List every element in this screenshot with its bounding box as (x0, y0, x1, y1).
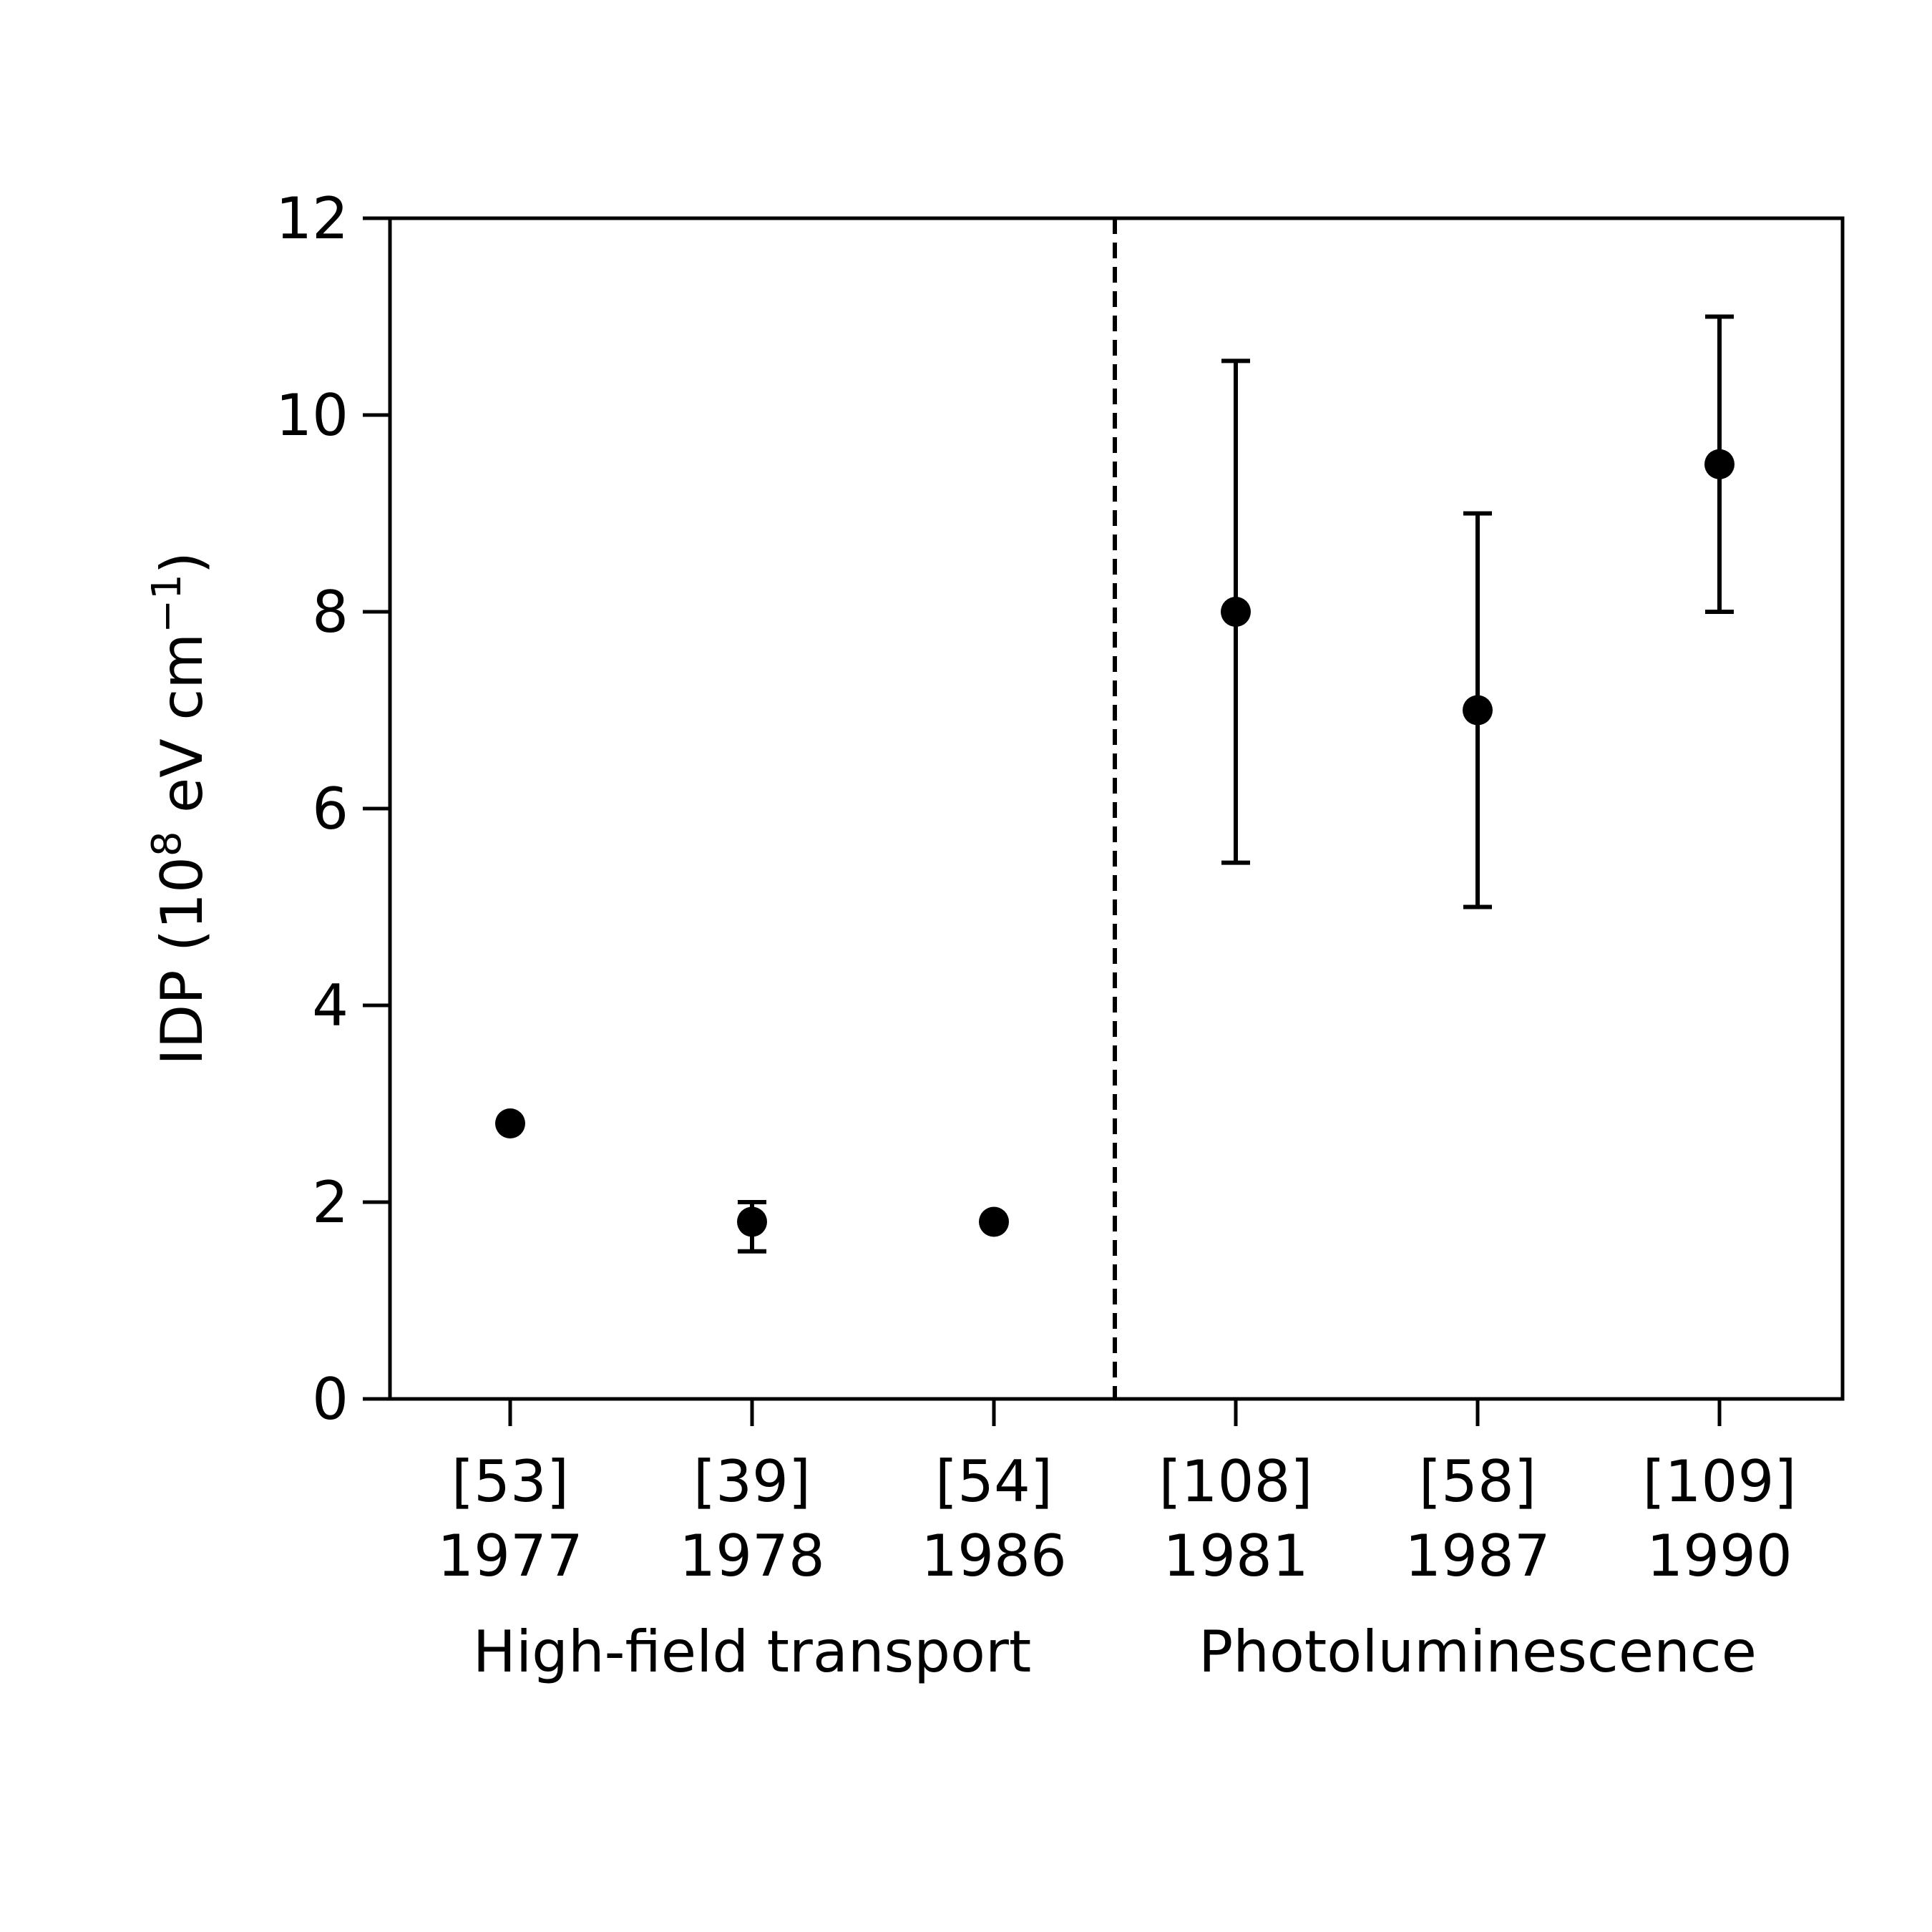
data-point (1221, 597, 1251, 627)
data-point (737, 1206, 767, 1237)
x-tick-label-year: 1990 (1646, 1523, 1792, 1589)
x-tick-label-ref: [53] (452, 1448, 569, 1515)
y-axis-title-suffix: ) (149, 552, 215, 574)
marks-layer (495, 314, 1735, 1254)
group-label: Photoluminescence (1199, 1619, 1757, 1685)
x-tick-label-ref: [39] (693, 1448, 811, 1515)
x-tick-label-year: 1987 (1405, 1523, 1551, 1589)
y-tick-label: 2 (312, 1169, 348, 1236)
data-point (979, 1206, 1009, 1237)
y-axis-title-unit: eV cm (149, 633, 215, 831)
y-axis-title: IDP (108 eV cm−1) (144, 552, 215, 1065)
x-tick-label-ref: [58] (1419, 1448, 1536, 1515)
y-tick-label: 8 (312, 579, 348, 645)
x-tick-label-year: 1986 (921, 1523, 1067, 1589)
x-tick-label-ref: [109] (1642, 1448, 1796, 1515)
data-point (1463, 695, 1493, 726)
plot-frame (388, 216, 1845, 1401)
x-tick-label-year: 1981 (1163, 1523, 1309, 1589)
data-point (495, 1108, 525, 1138)
ticks-layer (363, 216, 1722, 1426)
x-tick-label-ref: [108] (1158, 1448, 1312, 1515)
x-tick-label-year: 1977 (437, 1523, 583, 1589)
y-tick-label: 12 (275, 185, 348, 252)
y-tick-label: 0 (312, 1366, 348, 1433)
y-tick-label: 4 (312, 972, 348, 1039)
x-tick-label-year: 1978 (679, 1523, 825, 1589)
y-axis-title-exponent-2: −1 (144, 574, 190, 633)
y-tick-label: 6 (312, 776, 348, 842)
data-point (1704, 449, 1735, 479)
labels-layer: 0 2 4 6 8 10 12 [53] 1977 [39] 1978 [54] 1986 [108] 19… (275, 185, 1796, 1685)
group-label: High-field transport (473, 1619, 1031, 1685)
y-axis-title-exponent-1: 8 (144, 831, 190, 857)
x-tick-label-ref: [54] (935, 1448, 1053, 1515)
y-tick-label: 10 (275, 382, 348, 449)
y-axis-title-prefix: IDP (10 (149, 857, 215, 1065)
